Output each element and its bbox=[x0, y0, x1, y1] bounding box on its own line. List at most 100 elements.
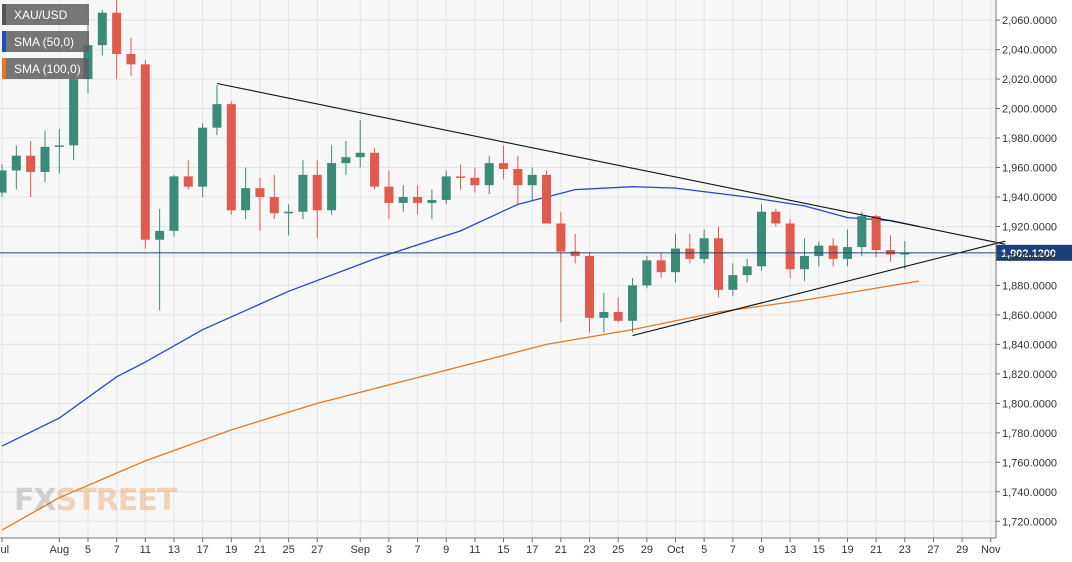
candle-layer bbox=[0, 0, 910, 333]
y-tick-label: 1,900.0000 bbox=[1002, 251, 1057, 263]
x-tick-label: 21 bbox=[555, 544, 567, 556]
x-tick-label: 7 bbox=[730, 544, 736, 556]
x-tick-label: 23 bbox=[583, 544, 595, 556]
candle-body bbox=[885, 250, 895, 255]
x-tick-label: Jul bbox=[0, 544, 9, 556]
candle-body bbox=[699, 238, 709, 259]
candle-body bbox=[585, 255, 595, 318]
candle-body bbox=[756, 211, 766, 267]
legend-swatch bbox=[2, 58, 6, 79]
candle-body bbox=[241, 188, 251, 211]
x-tick-label: 7 bbox=[114, 544, 120, 556]
candle-body bbox=[155, 230, 165, 240]
x-tick-label: Nov bbox=[981, 544, 1001, 556]
candle-body bbox=[226, 104, 236, 211]
candle-body bbox=[97, 12, 107, 46]
candle-body bbox=[456, 176, 466, 178]
y-tick-label: 1,760.0000 bbox=[1002, 457, 1057, 469]
candle-body bbox=[11, 155, 21, 171]
x-tick-label: 21 bbox=[870, 544, 882, 556]
chart-legend: XAU/USD SMA (50,0) SMA (100,0) bbox=[2, 4, 89, 79]
legend-swatch bbox=[2, 31, 6, 52]
x-tick-label: 19 bbox=[225, 544, 237, 556]
candle-body bbox=[26, 155, 36, 172]
candle-body bbox=[671, 248, 681, 273]
candle-body bbox=[900, 252, 910, 255]
x-tick-label: 23 bbox=[899, 544, 911, 556]
legend-item-sma50[interactable]: SMA (50,0) bbox=[2, 31, 89, 52]
candle-body bbox=[140, 64, 150, 240]
x-tick-label: 13 bbox=[168, 544, 180, 556]
x-tick-label: 15 bbox=[813, 544, 825, 556]
x-tick-label: Sep bbox=[350, 544, 370, 556]
candle-body bbox=[513, 168, 523, 186]
candle-body bbox=[685, 248, 695, 259]
candle-body bbox=[799, 255, 809, 270]
legend-item-xauusd[interactable]: XAU/USD bbox=[2, 4, 89, 25]
candle-body bbox=[470, 177, 480, 186]
candle-body bbox=[312, 174, 322, 211]
x-tick-label: 27 bbox=[927, 544, 939, 556]
x-tick-label: 17 bbox=[526, 544, 538, 556]
y-tick-label: 1,880.0000 bbox=[1002, 280, 1057, 292]
candle-body bbox=[527, 174, 537, 186]
x-tick-label: 9 bbox=[758, 544, 764, 556]
candle-body bbox=[613, 311, 623, 321]
candle-body bbox=[642, 260, 652, 286]
y-tick-label: 1,960.0000 bbox=[1002, 163, 1057, 175]
candle-body bbox=[871, 216, 881, 251]
candle-body bbox=[599, 311, 609, 318]
x-tick-label: 29 bbox=[956, 544, 968, 556]
x-tick-label: 11 bbox=[469, 544, 480, 556]
candle-body bbox=[269, 196, 279, 214]
y-tick-label: 2,060.0000 bbox=[1002, 15, 1057, 27]
candle-body bbox=[714, 238, 723, 290]
legend-label: SMA (100,0) bbox=[14, 61, 81, 76]
candle-body bbox=[284, 211, 294, 214]
x-tick-label: 25 bbox=[612, 544, 624, 556]
y-tick-label: 1,740.0000 bbox=[1002, 487, 1057, 499]
x-tick-label: 3 bbox=[386, 544, 392, 556]
legend-swatch bbox=[2, 4, 6, 25]
candle-body bbox=[183, 176, 193, 187]
y-tick-label: 1,860.0000 bbox=[1002, 310, 1057, 322]
candle-body bbox=[499, 163, 509, 169]
x-tick-label: 13 bbox=[784, 544, 796, 556]
watermark-street: STREET bbox=[55, 483, 178, 518]
fxstreet-watermark: FXSTREET bbox=[14, 483, 178, 518]
candle-body bbox=[198, 127, 208, 187]
candle-body bbox=[0, 170, 7, 193]
y-tick-label: 1,780.0000 bbox=[1002, 428, 1057, 440]
watermark-fx: FX bbox=[14, 483, 57, 518]
axis-layer: 1,720.0000 1,740.0000 1,760.0000 1,780.0000… bbox=[0, 0, 1057, 556]
y-tick-label: 2,020.0000 bbox=[1002, 74, 1057, 86]
candle-body bbox=[542, 174, 552, 224]
candle-body bbox=[355, 152, 365, 158]
candle-body bbox=[857, 216, 867, 248]
y-tick-label: 1,720.0000 bbox=[1002, 516, 1057, 528]
y-tick-label: 1,800.0000 bbox=[1002, 398, 1057, 410]
x-tick-label: 15 bbox=[497, 544, 509, 556]
candle-body bbox=[828, 245, 838, 259]
candle-body bbox=[656, 260, 666, 273]
legend-label: SMA (50,0) bbox=[14, 34, 75, 49]
candle-body bbox=[742, 266, 752, 276]
x-tick-label: 21 bbox=[254, 544, 266, 556]
candle-body bbox=[413, 196, 423, 203]
y-tick-label: 1,940.0000 bbox=[1002, 192, 1057, 204]
candle-body bbox=[40, 146, 50, 172]
x-tick-label: 27 bbox=[311, 544, 323, 556]
trendline-lower bbox=[632, 240, 1006, 337]
candle-body bbox=[169, 176, 179, 231]
candle-body bbox=[728, 275, 738, 290]
y-tick-label: 1,920.0000 bbox=[1002, 221, 1057, 233]
x-tick-label: 7 bbox=[415, 544, 421, 556]
x-tick-label: 29 bbox=[641, 544, 653, 556]
candle-body bbox=[427, 199, 437, 203]
legend-item-sma100[interactable]: SMA (100,0) bbox=[2, 58, 89, 79]
candle-body bbox=[255, 188, 265, 197]
x-tick-label: 17 bbox=[196, 544, 208, 556]
y-tick-label: 2,040.0000 bbox=[1002, 45, 1057, 57]
candle-body bbox=[484, 163, 494, 186]
x-tick-label: 19 bbox=[841, 544, 853, 556]
